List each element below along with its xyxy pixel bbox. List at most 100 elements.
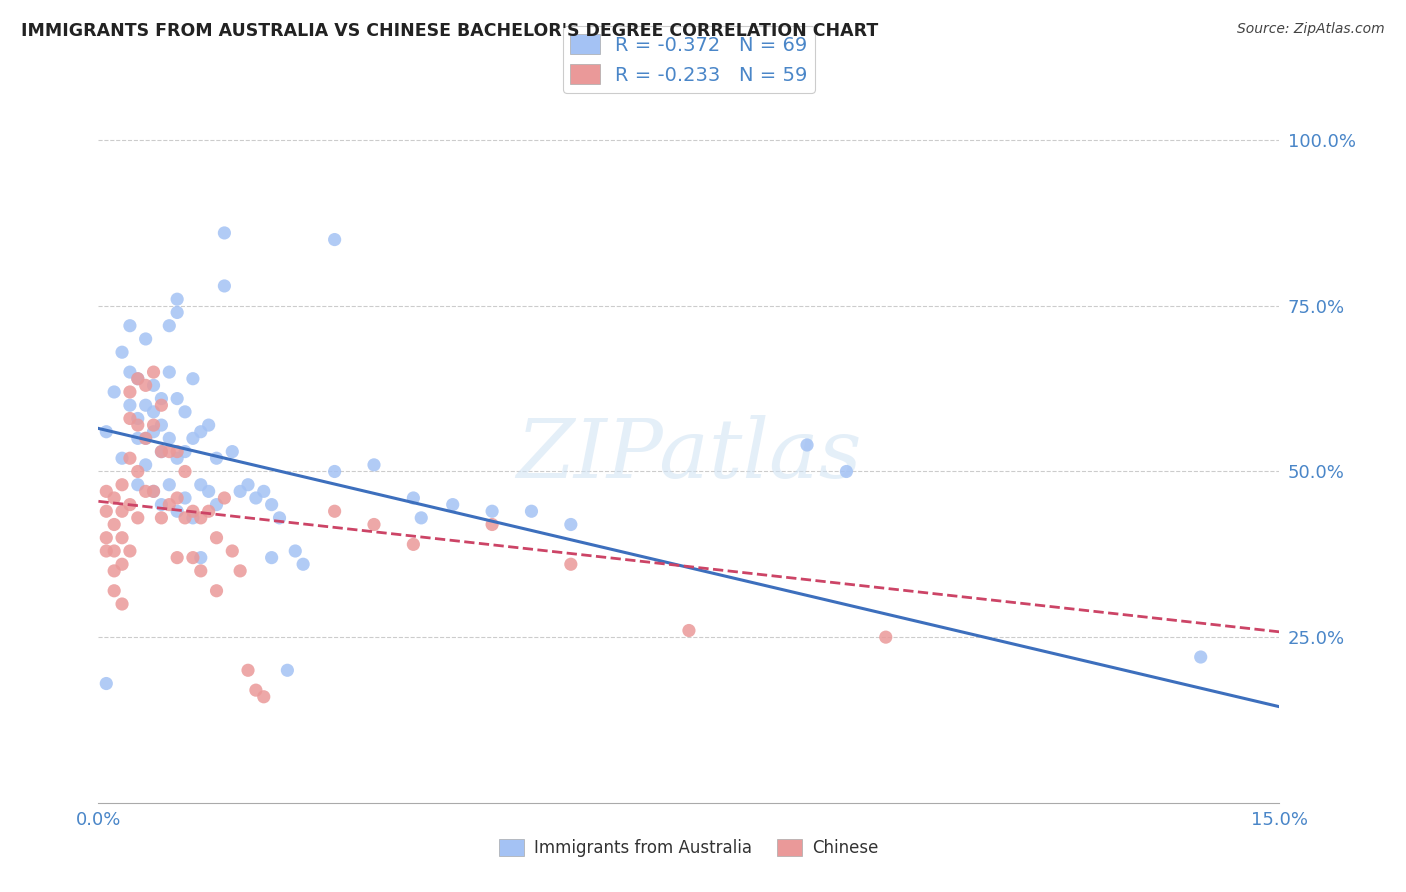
Point <box>142 418 165 433</box>
Point <box>441 498 464 512</box>
Point <box>205 531 228 545</box>
Point <box>111 451 134 466</box>
Point <box>135 458 157 472</box>
Point <box>127 372 149 386</box>
Point <box>260 498 283 512</box>
Point <box>135 484 157 499</box>
Point <box>142 378 165 392</box>
Point <box>796 438 818 452</box>
Point <box>190 511 212 525</box>
Point <box>678 624 700 638</box>
Point <box>150 444 173 458</box>
Point <box>245 683 267 698</box>
Point <box>166 392 188 406</box>
Point <box>190 477 212 491</box>
Point <box>103 544 125 558</box>
Point <box>560 558 582 572</box>
Point <box>253 690 276 704</box>
Point <box>363 458 385 472</box>
Point <box>127 411 149 425</box>
Point <box>181 431 204 445</box>
Point <box>253 484 276 499</box>
Text: ZIPatlas: ZIPatlas <box>516 415 862 495</box>
Point <box>96 531 118 545</box>
Point <box>363 517 385 532</box>
Point <box>103 564 125 578</box>
Point <box>157 444 180 458</box>
Point <box>221 444 243 458</box>
Point <box>96 504 118 518</box>
Text: Source: ZipAtlas.com: Source: ZipAtlas.com <box>1237 22 1385 37</box>
Point <box>96 676 118 690</box>
Point <box>96 425 118 439</box>
Point <box>157 498 180 512</box>
Point <box>118 384 141 399</box>
Point <box>174 465 197 479</box>
Point <box>411 511 433 525</box>
Point <box>1189 650 1212 665</box>
Point <box>127 418 149 433</box>
Point <box>111 558 134 572</box>
Point <box>402 491 425 505</box>
Point <box>236 477 259 491</box>
Point <box>174 491 197 505</box>
Point <box>190 564 212 578</box>
Point <box>166 504 188 518</box>
Point <box>166 550 188 565</box>
Point <box>135 431 157 445</box>
Point <box>157 365 180 379</box>
Point <box>560 517 582 532</box>
Point <box>142 484 165 499</box>
Point <box>127 511 149 525</box>
Point <box>481 504 503 518</box>
Point <box>118 365 141 379</box>
Point <box>245 491 267 505</box>
Point <box>205 583 228 598</box>
Point <box>111 531 134 545</box>
Point <box>142 405 165 419</box>
Point <box>103 583 125 598</box>
Point <box>127 477 149 491</box>
Point <box>135 398 157 412</box>
Point <box>166 292 188 306</box>
Point <box>96 484 118 499</box>
Point <box>135 332 157 346</box>
Point <box>166 491 188 505</box>
Point <box>118 544 141 558</box>
Point <box>181 504 204 518</box>
Point <box>111 477 134 491</box>
Point <box>103 384 125 399</box>
Point <box>111 597 134 611</box>
Point <box>135 378 157 392</box>
Point <box>142 484 165 499</box>
Point <box>150 444 173 458</box>
Point <box>150 398 173 412</box>
Point <box>127 465 149 479</box>
Point <box>135 431 157 445</box>
Point <box>260 550 283 565</box>
Point <box>157 318 180 333</box>
Point <box>292 558 315 572</box>
Point <box>323 504 346 518</box>
Point <box>157 431 180 445</box>
Point <box>142 365 165 379</box>
Point <box>229 484 252 499</box>
Point <box>402 537 425 551</box>
Point <box>166 305 188 319</box>
Point <box>520 504 543 518</box>
Point <box>481 517 503 532</box>
Point <box>229 564 252 578</box>
Point <box>323 465 346 479</box>
Point <box>174 511 197 525</box>
Point <box>166 444 188 458</box>
Point <box>111 504 134 518</box>
Point <box>835 465 858 479</box>
Point <box>118 451 141 466</box>
Point <box>166 451 188 466</box>
Point <box>236 663 259 677</box>
Point <box>205 451 228 466</box>
Point <box>190 550 212 565</box>
Point <box>323 233 346 247</box>
Point <box>111 345 134 359</box>
Point <box>118 498 141 512</box>
